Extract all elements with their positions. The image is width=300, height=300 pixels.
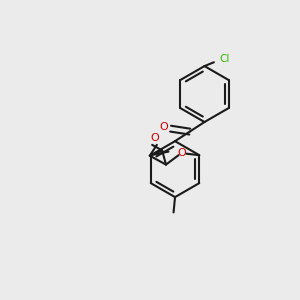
Text: O: O [160,122,169,133]
Text: O: O [150,134,159,143]
Text: O: O [178,148,187,158]
Text: Cl: Cl [219,54,230,64]
